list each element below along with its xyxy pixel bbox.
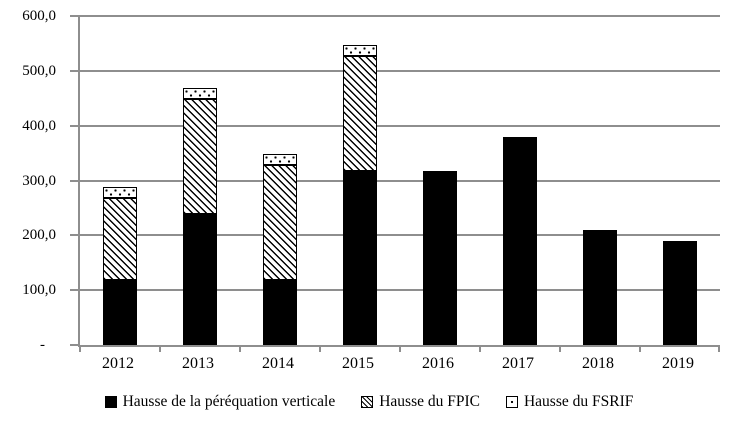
bar-2017 (503, 137, 537, 345)
bar-segment-hausse-de-la-p-r-quation-verticale (343, 171, 377, 345)
x-axis-label-2018: 2018 (582, 355, 614, 372)
y-axis-label-400: 400,0 (22, 117, 56, 134)
bar-segment-hausse-de-la-p-r-quation-verticale (503, 137, 537, 345)
legend-item-fpic: Hausse du FPIC (361, 393, 480, 411)
legend-label-perequation-verticale: Hausse de la péréquation verticale (122, 393, 336, 410)
y-tick-200 (70, 234, 80, 237)
x-tick (399, 345, 401, 352)
bar-2015 (343, 45, 377, 345)
x-axis-label-2016: 2016 (422, 355, 454, 372)
legend-item-perequation-verticale: Hausse de la péréquation verticale (104, 393, 336, 411)
gridline-600 (80, 15, 720, 17)
bar-segment-hausse-du-fpic (183, 99, 217, 214)
bar-2012 (103, 187, 137, 345)
bar-segment-hausse-de-la-p-r-quation-verticale (583, 230, 617, 345)
gridline-500 (80, 69, 720, 72)
bar-2018 (583, 230, 617, 345)
y-axis-label-100: 100,0 (22, 282, 56, 299)
x-axis-label-2019: 2019 (662, 355, 694, 372)
bar-segment-hausse-du-fpic (343, 56, 377, 171)
bar-2016 (423, 171, 457, 345)
gridline-400 (80, 124, 720, 127)
bar-2019 (663, 241, 697, 345)
bar-segment-hausse-du-fsrif (343, 45, 377, 56)
x-axis: 2012 2013 2014 2015 2016 2017 2018 2019 (78, 353, 718, 375)
bar-segment-hausse-du-fsrif (263, 154, 297, 165)
legend-marker-dotted-icon (505, 396, 518, 408)
x-axis-label-2015: 2015 (342, 355, 374, 372)
bar-2013 (183, 88, 217, 345)
x-tick (559, 345, 561, 352)
legend-label-fpic: Hausse du FPIC (379, 393, 480, 410)
x-tick (718, 345, 720, 352)
y-axis: - 100,0 200,0 300,0 400,0 500,0 600,0 (0, 8, 56, 353)
legend-item-fsrif: Hausse du FSRIF (505, 393, 634, 411)
bar-segment-hausse-de-la-p-r-quation-verticale (423, 171, 457, 345)
legend-marker-solid-black-icon (104, 396, 117, 408)
bar-segment-hausse-de-la-p-r-quation-verticale (103, 280, 137, 345)
y-axis-label-0: - (40, 337, 45, 353)
bar-segment-hausse-du-fpic (103, 198, 137, 280)
bar-segment-hausse-de-la-p-r-quation-verticale (663, 241, 697, 345)
y-tick-400 (70, 124, 80, 127)
bar-segment-hausse-du-fpic (263, 165, 297, 280)
plot-area (70, 15, 720, 352)
bar-segment-hausse-du-fsrif (103, 187, 137, 198)
x-tick (319, 345, 321, 352)
x-tick (79, 345, 81, 352)
y-tick-600 (70, 15, 80, 17)
bar-segment-hausse-de-la-p-r-quation-verticale (183, 214, 217, 345)
x-tick (159, 345, 161, 352)
y-tick-0 (70, 344, 80, 346)
y-axis-label-500: 500,0 (22, 62, 56, 79)
x-axis-label-2013: 2013 (182, 355, 214, 372)
legend-marker-diagonal-hatch-icon (361, 396, 374, 408)
x-tick (479, 345, 481, 352)
x-tick (239, 345, 241, 352)
gridline-200 (80, 234, 720, 237)
legend: Hausse de la péréquation verticale Hauss… (0, 390, 738, 414)
y-tick-500 (70, 69, 80, 72)
y-tick-300 (70, 179, 80, 182)
x-axis-label-2014: 2014 (262, 355, 294, 372)
legend-label-fsrif: Hausse du FSRIF (523, 393, 634, 410)
bar-segment-hausse-de-la-p-r-quation-verticale (263, 280, 297, 345)
gridline-300 (80, 179, 720, 182)
gridline-100 (80, 289, 720, 292)
x-axis-label-2017: 2017 (502, 355, 534, 372)
x-tick (639, 345, 641, 352)
y-axis-label-600: 600,0 (22, 8, 56, 24)
y-tick-100 (70, 289, 80, 292)
y-axis-label-200: 200,0 (22, 227, 56, 244)
x-axis-label-2012: 2012 (102, 355, 134, 372)
bar-segment-hausse-du-fsrif (183, 88, 217, 99)
bar-2014 (263, 154, 297, 345)
y-axis-label-300: 300,0 (22, 172, 56, 189)
